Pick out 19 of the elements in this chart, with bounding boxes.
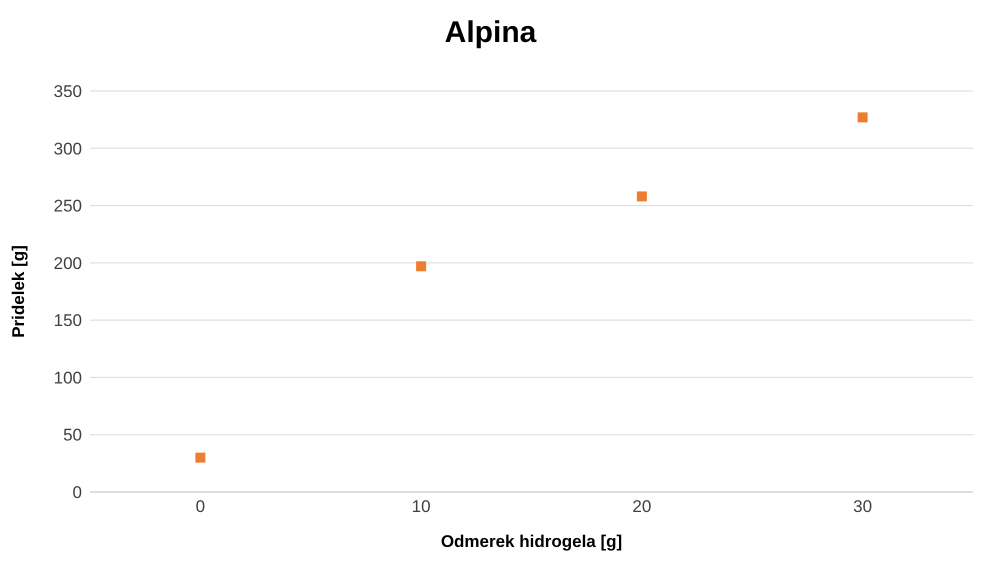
y-tick-label: 150 <box>54 311 82 330</box>
y-axis-title: Pridelek [g] <box>9 245 28 338</box>
point <box>858 112 868 122</box>
x-axis-title: Odmerek hidrogela [g] <box>440 532 622 551</box>
x-tick-label: 30 <box>853 497 872 516</box>
y-tick-label: 100 <box>54 368 82 388</box>
point <box>416 261 426 272</box>
y-tick-label: 350 <box>54 82 82 102</box>
y-tick-label: 300 <box>54 139 82 158</box>
point <box>636 191 647 202</box>
x-tick-label: 20 <box>632 497 652 516</box>
x-tick-label: 10 <box>412 497 431 516</box>
x-tick-label: 0 <box>196 497 206 516</box>
y-tick-label: 200 <box>54 254 82 273</box>
chart-title: Alpina <box>444 15 538 51</box>
y-tick-label: 250 <box>54 196 82 216</box>
y-tick-label: 0 <box>72 483 82 502</box>
y-tick-label: 50 <box>63 426 82 445</box>
point <box>195 452 206 463</box>
